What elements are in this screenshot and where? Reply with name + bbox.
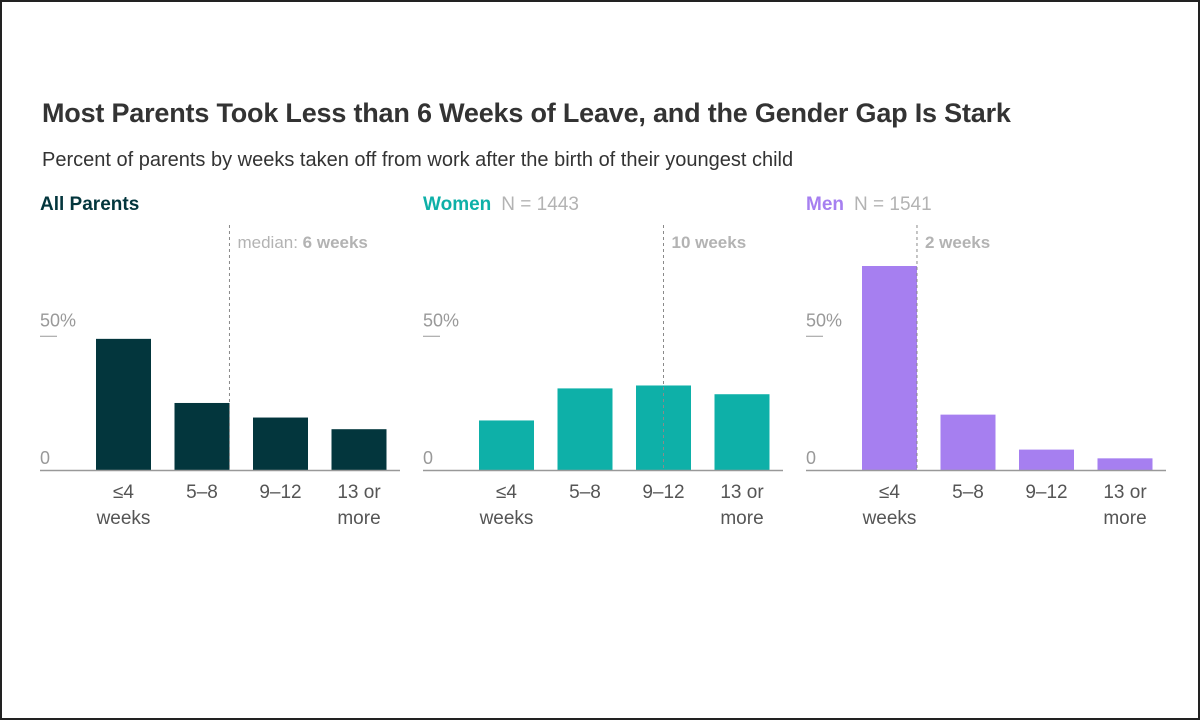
median-label: 2 weeks (925, 233, 990, 252)
x-tick-label: weeks (479, 508, 534, 529)
panel-title: Women N = 1443 (423, 194, 579, 215)
bar (174, 402, 230, 470)
bar (253, 417, 308, 470)
x-tick-label: 5–8 (186, 482, 218, 503)
x-tick-label: 5–8 (952, 482, 984, 503)
y-tick-label: 50% (40, 310, 76, 330)
y-tick-label: 0 (40, 448, 50, 468)
bar (479, 420, 534, 470)
x-tick-label: ≤4 (879, 482, 900, 503)
bar (1097, 458, 1153, 470)
x-tick-label: 13 or (337, 482, 381, 503)
bar (714, 394, 770, 470)
x-tick-label: 13 or (1103, 482, 1147, 503)
panel-title: Men N = 1541 (806, 194, 932, 215)
x-tick-label: 9–12 (1025, 482, 1067, 503)
chart-title: Most Parents Took Less than 6 Weeks of L… (42, 98, 1011, 128)
x-tick-label: 9–12 (642, 482, 684, 503)
bar (1019, 449, 1074, 470)
x-tick-label: 5–8 (569, 482, 601, 503)
y-tick-label: 0 (423, 448, 433, 468)
bar (940, 414, 996, 470)
x-tick-label: 9–12 (259, 482, 301, 503)
bar (636, 385, 691, 470)
x-tick-label: weeks (862, 508, 917, 529)
x-tick-label: weeks (96, 508, 151, 529)
x-tick-label: ≤4 (496, 482, 517, 503)
median-label: 10 weeks (672, 233, 747, 252)
bar (557, 388, 613, 470)
bar (331, 429, 387, 470)
x-tick-label: ≤4 (113, 482, 134, 503)
panel-n-label: N = 1443 (501, 194, 579, 215)
x-tick-label: more (337, 508, 380, 529)
bar (862, 266, 917, 470)
panel-title: All Parents (40, 194, 139, 215)
x-tick-label: more (1103, 508, 1146, 529)
y-tick-label: 50% (423, 310, 459, 330)
panel-n-label: N = 1541 (854, 194, 932, 215)
chart-subtitle: Percent of parents by weeks taken off fr… (42, 149, 794, 171)
y-tick-label: 0 (806, 448, 816, 468)
y-tick-label: 50% (806, 310, 842, 330)
median-label: median: 6 weeks (237, 233, 367, 252)
bar (96, 338, 151, 470)
x-tick-label: more (720, 508, 763, 529)
x-tick-label: 13 or (720, 482, 764, 503)
